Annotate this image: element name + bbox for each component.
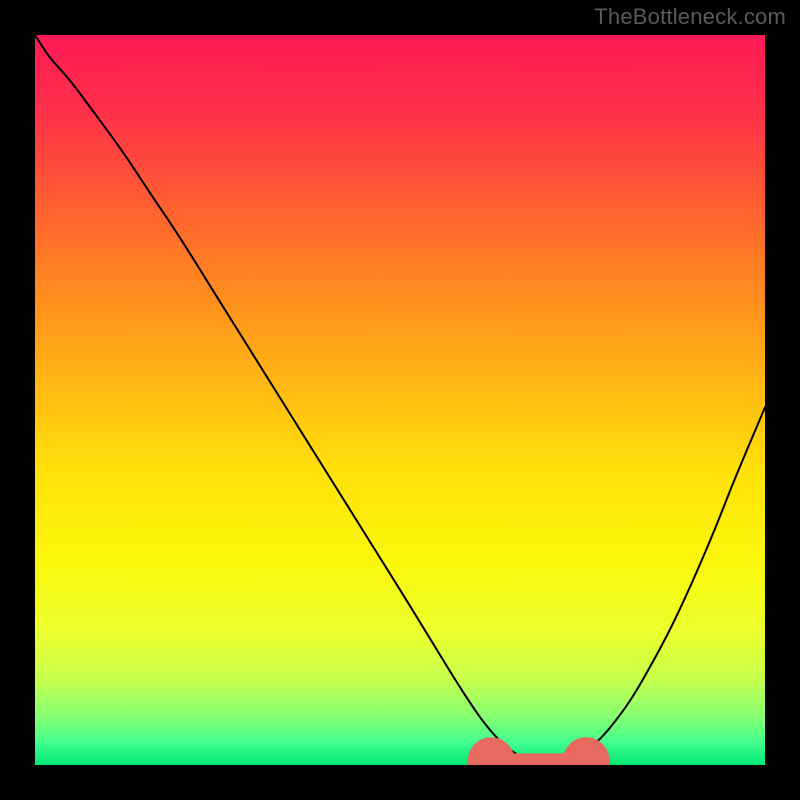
watermark-text: TheBottleneck.com: [594, 4, 786, 30]
bottleneck-chart: [35, 35, 765, 765]
chart-frame: TheBottleneck.com: [0, 0, 800, 800]
